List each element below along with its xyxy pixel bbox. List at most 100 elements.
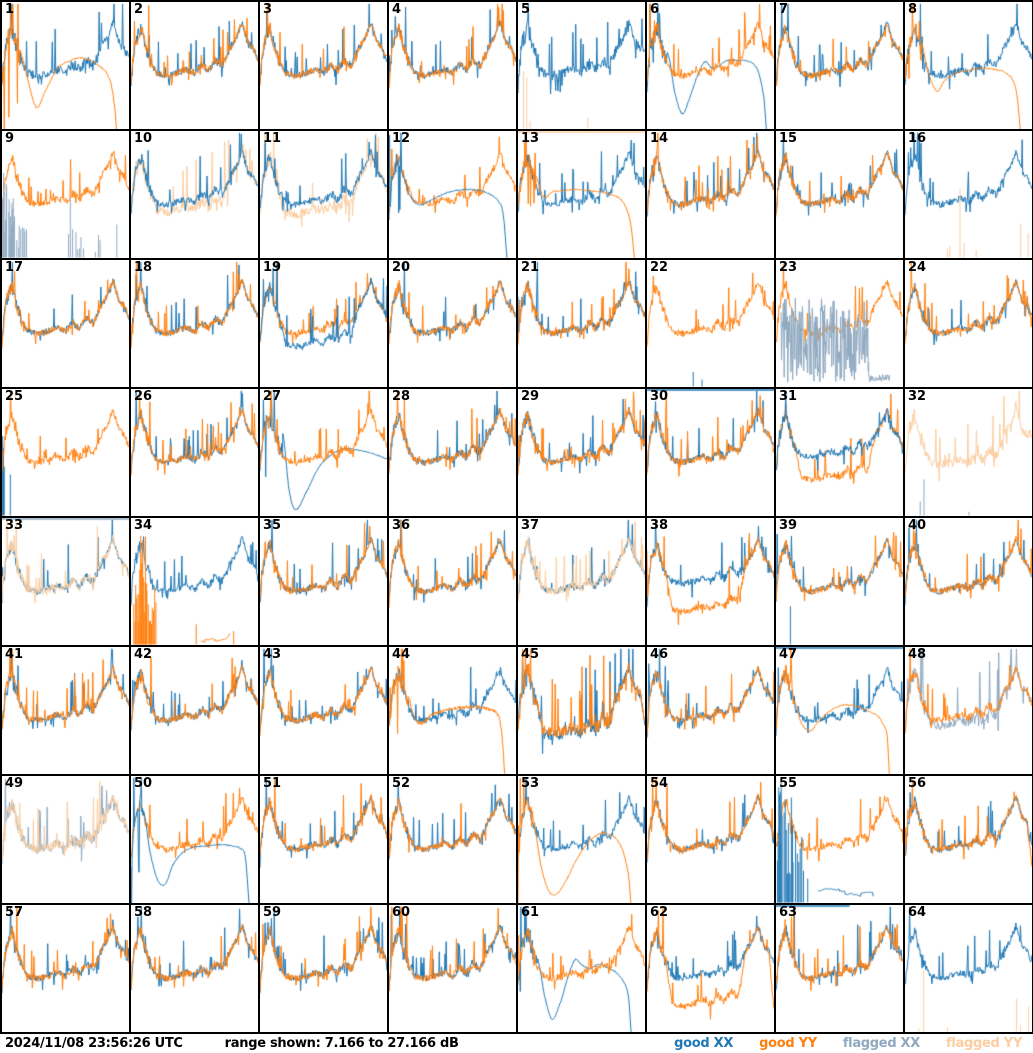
spectrum-panel-12: 12	[389, 131, 518, 260]
spectrum-panel-44: 44	[389, 647, 518, 776]
spectrum-plot	[647, 260, 774, 387]
spectrum-plot	[2, 905, 129, 1032]
spectrum-plot	[389, 260, 516, 387]
spectrum-panel-27: 27	[260, 389, 389, 518]
legend: good XX good YY flagged XX flagged YY	[674, 1036, 1022, 1051]
spectrum-panel-40: 40	[905, 518, 1033, 647]
spectrum-plot	[776, 131, 903, 258]
spectrum-panel-14: 14	[647, 131, 776, 260]
spectrum-panel-45: 45	[518, 647, 647, 776]
panel-number: 15	[779, 131, 798, 146]
panel-number: 51	[263, 776, 282, 791]
panel-number: 18	[134, 260, 153, 275]
panel-number: 40	[908, 518, 927, 533]
spectrum-panel-58: 58	[131, 905, 260, 1034]
spectrum-panel-2: 2	[131, 2, 260, 131]
panel-number: 10	[134, 131, 153, 146]
panel-number: 60	[392, 905, 411, 920]
panel-number: 28	[392, 389, 411, 404]
panel-number: 22	[650, 260, 669, 275]
panel-number: 33	[5, 518, 24, 533]
panel-number: 12	[392, 131, 411, 146]
spectrum-plot	[905, 518, 1032, 645]
spectrum-panel-6: 6	[647, 2, 776, 131]
spectrum-panel-28: 28	[389, 389, 518, 518]
panel-number: 59	[263, 905, 282, 920]
panel-number: 23	[779, 260, 798, 275]
panel-number: 64	[908, 905, 927, 920]
panel-number: 53	[521, 776, 540, 791]
spectrum-plot	[2, 131, 129, 258]
panel-number: 25	[5, 389, 24, 404]
spectrum-panel-15: 15	[776, 131, 905, 260]
panel-number: 61	[521, 905, 540, 920]
panel-number: 58	[134, 905, 153, 920]
spectrum-plot	[2, 260, 129, 387]
panel-number: 48	[908, 647, 927, 662]
panel-number: 32	[908, 389, 927, 404]
panel-number: 56	[908, 776, 927, 791]
spectrum-plot	[2, 518, 129, 645]
panel-number: 19	[263, 260, 282, 275]
spectrum-plot	[131, 2, 258, 129]
spectrum-panel-48: 48	[905, 647, 1033, 776]
panel-number: 14	[650, 131, 669, 146]
panel-number: 9	[5, 131, 15, 146]
spectrum-panel-3: 3	[260, 2, 389, 131]
spectrum-plot	[776, 260, 903, 387]
spectrum-plot	[2, 647, 129, 774]
spectrum-plot	[389, 905, 516, 1032]
panel-number: 13	[521, 131, 540, 146]
spectrum-panel-46: 46	[647, 647, 776, 776]
panel-number: 55	[779, 776, 798, 791]
spectrum-panel-24: 24	[905, 260, 1033, 389]
panel-number: 21	[521, 260, 540, 275]
spectrum-plot	[2, 776, 129, 903]
panel-number: 62	[650, 905, 669, 920]
spectrum-panel-60: 60	[389, 905, 518, 1034]
panel-number: 57	[5, 905, 24, 920]
spectrum-panel-62: 62	[647, 905, 776, 1034]
spectrum-plot	[131, 518, 258, 645]
spectrum-panel-63: 63	[776, 905, 905, 1034]
legend-good-xx: good XX	[674, 1036, 734, 1051]
spectrum-plot	[260, 518, 387, 645]
panel-number: 11	[263, 131, 282, 146]
panel-number: 31	[779, 389, 798, 404]
panel-number: 43	[263, 647, 282, 662]
spectrum-plot	[389, 647, 516, 774]
panel-number: 16	[908, 131, 927, 146]
spectrum-plot	[776, 647, 903, 774]
spectrum-plot	[776, 518, 903, 645]
spectrum-panel-16: 16	[905, 131, 1033, 260]
panel-number: 8	[908, 2, 918, 17]
spectrum-plot	[518, 905, 645, 1032]
spectrum-plot	[518, 2, 645, 129]
spectrum-plot	[2, 2, 129, 129]
spectrum-panel-33: 33	[2, 518, 131, 647]
spectrum-panel-26: 26	[131, 389, 260, 518]
spectrum-plot	[389, 776, 516, 903]
legend-good-yy: good YY	[759, 1036, 817, 1051]
spectrum-panel-59: 59	[260, 905, 389, 1034]
spectrum-plot	[389, 2, 516, 129]
spectrum-plot	[389, 131, 516, 258]
spectrum-panel-23: 23	[776, 260, 905, 389]
spectrum-plot	[131, 131, 258, 258]
spectrum-panel-13: 13	[518, 131, 647, 260]
spectrum-panel-21: 21	[518, 260, 647, 389]
panel-number: 2	[134, 2, 144, 17]
spectrum-plot	[131, 389, 258, 516]
panel-number: 39	[779, 518, 798, 533]
legend-flagged-yy: flagged YY	[946, 1036, 1022, 1051]
spectrum-plot	[776, 389, 903, 516]
spectrum-panel-57: 57	[2, 905, 131, 1034]
spectrum-plot	[518, 131, 645, 258]
spectrum-panel-55: 55	[776, 776, 905, 905]
spectrum-plot	[131, 776, 258, 903]
panel-number: 7	[779, 2, 789, 17]
panel-number: 49	[5, 776, 24, 791]
spectrum-plot	[776, 2, 903, 129]
range-shown: range shown: 7.166 to 27.166 dB	[224, 1036, 459, 1051]
